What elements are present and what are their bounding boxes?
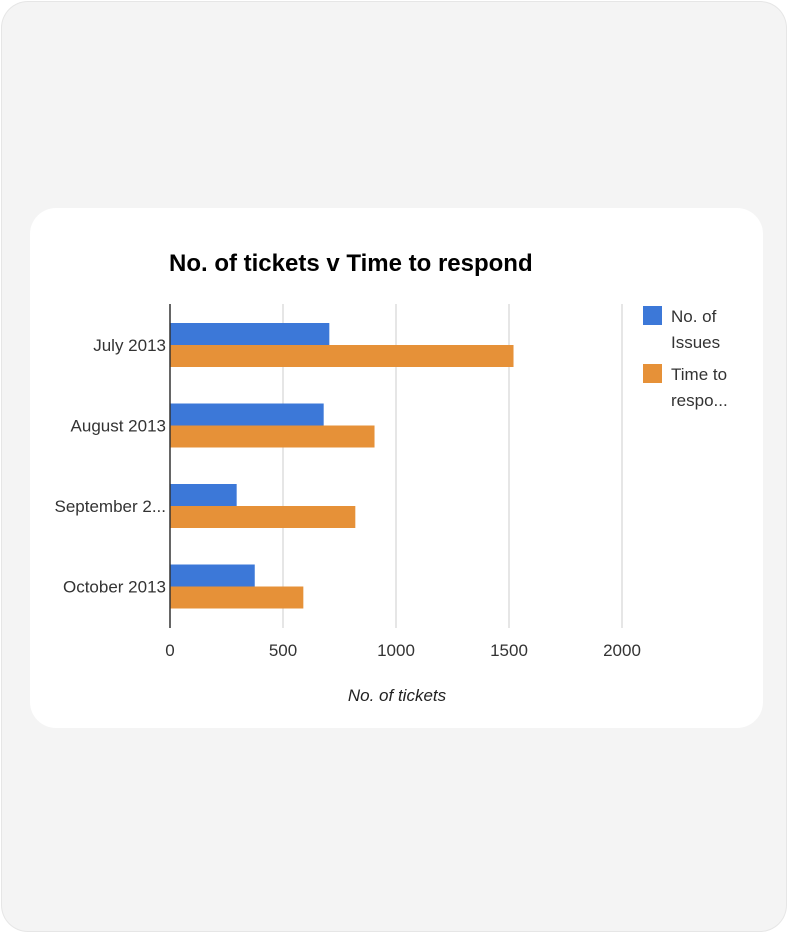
legend-label: Time to	[671, 365, 727, 384]
x-tick-labels: 0 500 1000 1500 2000	[165, 641, 641, 660]
bar-series1-2	[170, 403, 324, 426]
x-tick-label: 0	[165, 641, 174, 660]
category-labels: July 2013 August 2013 September 2... Octobe…	[54, 336, 166, 597]
bar-series2-3	[170, 506, 356, 528]
bars	[170, 323, 514, 609]
bar-series1-3	[170, 484, 237, 506]
bar-series2-1	[170, 345, 514, 367]
x-tick-label: 1000	[377, 641, 415, 660]
legend-swatch-2	[643, 364, 662, 383]
legend-swatch-1	[643, 306, 662, 325]
bar-chart: No. of tickets v Time to respond July 20…	[54, 250, 728, 705]
bar-series2-4	[170, 586, 304, 609]
x-tick-label: 2000	[603, 641, 641, 660]
legend: No. of Issues Time to respo...	[643, 306, 728, 410]
category-label: August 2013	[71, 417, 166, 436]
legend-label: respo...	[671, 391, 728, 410]
x-tick-label: 1500	[490, 641, 528, 660]
legend-label: No. of	[671, 307, 717, 326]
category-label: September 2...	[54, 497, 166, 516]
category-label: October 2013	[63, 578, 166, 597]
x-tick-label: 500	[269, 641, 297, 660]
legend-label: Issues	[671, 333, 720, 352]
bar-series2-2	[170, 425, 375, 448]
chart-title: No. of tickets v Time to respond	[169, 250, 533, 277]
bar-series1-1	[170, 323, 330, 345]
category-label: July 2013	[93, 336, 166, 355]
chart-card: No. of tickets v Time to respond July 20…	[30, 208, 763, 728]
x-axis-title: No. of tickets	[348, 686, 447, 705]
bar-series1-4	[170, 564, 255, 587]
